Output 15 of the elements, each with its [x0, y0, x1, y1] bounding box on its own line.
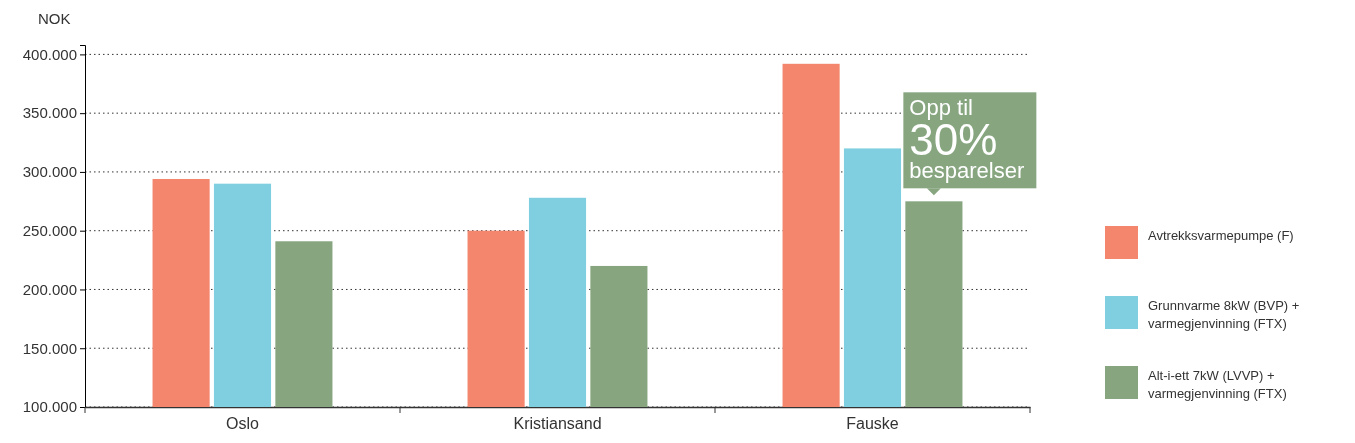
y-tick-label: 150.000 — [22, 339, 77, 357]
y-axis-title: NOK — [38, 10, 71, 27]
y-tick-label: 250.000 — [22, 222, 77, 239]
y-tick-label: 200.000 — [22, 280, 77, 298]
y-tick-label: 100.000 — [22, 398, 77, 416]
y-tick-label: 350.000 — [22, 104, 77, 122]
text: Grunnvarme 8kW (BVP) + varmegjenvinning (FTX) — [1148, 298, 1300, 332]
y-tick-label: 400.000 — [22, 45, 77, 63]
text: Alt-i-ett 7kW (LVVP) + varmegjenvinning (FTX) — [1148, 368, 1287, 402]
y-tick-label: 300.000 — [22, 163, 77, 181]
x-tick-label: Kristiansand — [513, 415, 602, 433]
x-tick-label: Oslo — [226, 415, 260, 433]
annotation: Opp til 30% besparelser — [909, 95, 1025, 183]
x-tick-label: Fauske — [846, 415, 899, 433]
text: Avtrekksvarmepumpe (F) — [1148, 228, 1294, 243]
